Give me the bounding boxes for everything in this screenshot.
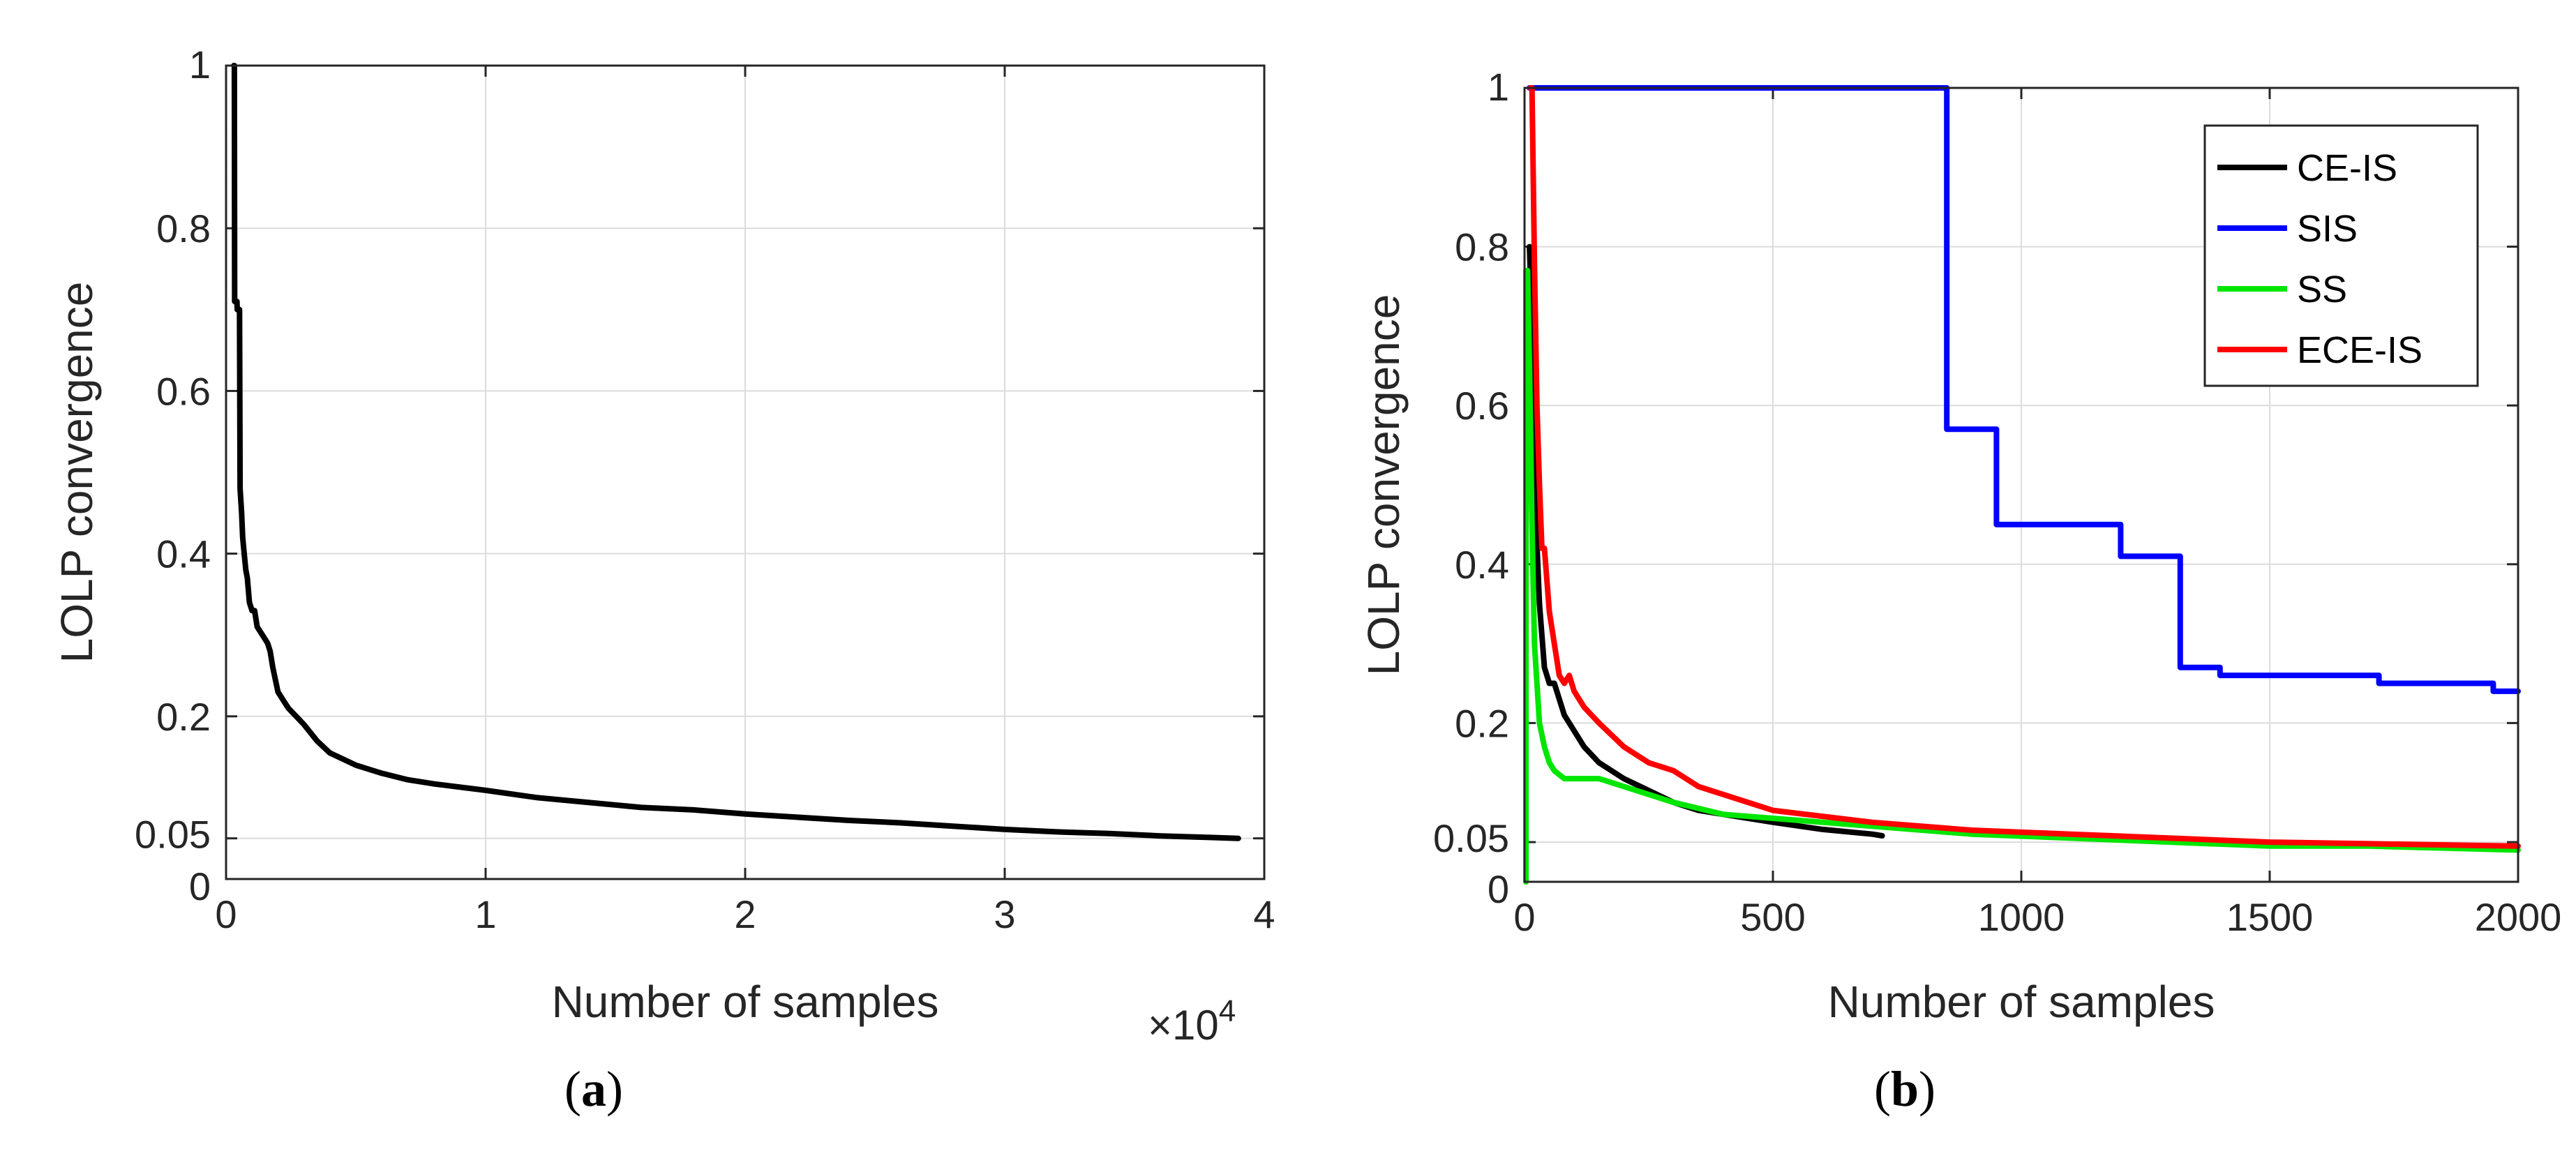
legend-label: SS <box>2297 269 2347 310</box>
series-line-ss <box>1523 267 2521 885</box>
y-tick-label: 1 <box>1488 65 1509 109</box>
x-tick-label: 1000 <box>1978 895 2065 939</box>
x-tick-label: 2000 <box>2475 895 2562 939</box>
panel-b-caption-letter: b <box>1891 1061 1919 1117</box>
y-tick-label: 1 <box>189 43 211 87</box>
panel-a-x-exponent-power: 4 <box>1219 994 1236 1028</box>
y-tick-label: 0.6 <box>156 369 211 413</box>
y-tick-label: 0.05 <box>1433 816 1509 860</box>
panel-a-series <box>231 63 1241 841</box>
panel-b-caption-open: ( <box>1874 1061 1891 1117</box>
y-tick-label: 0.2 <box>156 695 211 739</box>
x-tick-label: 0 <box>1513 895 1535 939</box>
panel-a-caption-letter: a <box>581 1061 606 1117</box>
panel-b-y-axis-title: LOLP convergence <box>1358 294 1409 676</box>
panel-b-axes-box <box>1523 87 2519 883</box>
panel-a-caption: (a) <box>564 1061 623 1117</box>
y-tick-label: 0.05 <box>135 813 211 857</box>
legend-label: ECE-IS <box>2297 329 2423 371</box>
panel-a-x-exponent-base: ×10 <box>1148 1002 1219 1049</box>
series-line-sis <box>1527 85 2521 694</box>
series-line-ece-is <box>1527 85 2521 849</box>
x-tick-label: 4 <box>1253 892 1275 936</box>
panel-a-x-exponent: ×104 <box>1148 994 1236 1049</box>
y-tick-label: 0.8 <box>1455 225 1509 269</box>
panel-b-legend-items: CE-IS SIS SS ECE-IS <box>2217 147 2423 371</box>
legend-label: SIS <box>2297 208 2358 250</box>
series-line-ce-is <box>1527 243 1885 839</box>
y-tick-label: 0.8 <box>156 206 211 250</box>
panel-a-ticks: 0 1 2 3 400.050.20.40.60.81 <box>135 43 1275 936</box>
panel-a-caption-open: ( <box>564 1061 581 1117</box>
x-tick-label: 3 <box>994 892 1015 936</box>
panel-a: 0 1 2 3 400.050.20.40.60.81 Number of sample… <box>52 43 1275 1117</box>
panel-a-x-axis-title: Number of samples <box>552 977 939 1027</box>
x-tick-label: 0 <box>215 892 237 936</box>
series-line-lolp <box>231 63 1241 841</box>
panel-b-legend: CE-IS SIS SS ECE-IS <box>2203 124 2479 387</box>
legend-label: CE-IS <box>2297 147 2397 189</box>
x-tick-label: 1500 <box>2226 895 2314 939</box>
y-tick-label: 0.4 <box>1455 543 1509 587</box>
panel-b-series <box>1523 85 2521 885</box>
panel-a-y-axis-title: LOLP convergence <box>52 282 102 663</box>
panel-b-caption: (b) <box>1874 1061 1935 1117</box>
y-tick-label: 0 <box>189 864 211 908</box>
x-tick-label: 2 <box>734 892 756 936</box>
x-tick-label: 500 <box>1740 895 1805 939</box>
panel-b-x-axis-title: Number of samples <box>1828 977 2215 1027</box>
x-tick-label: 1 <box>474 892 496 936</box>
panel-b-caption-close: ) <box>1919 1061 1935 1117</box>
y-tick-label: 0.4 <box>156 532 211 576</box>
y-tick-label: 0.6 <box>1455 384 1509 428</box>
y-tick-label: 0.2 <box>1455 701 1509 745</box>
panel-a-caption-close: ) <box>606 1061 623 1117</box>
y-tick-label: 0 <box>1488 867 1509 911</box>
panel-a-axes-box <box>225 64 1266 880</box>
